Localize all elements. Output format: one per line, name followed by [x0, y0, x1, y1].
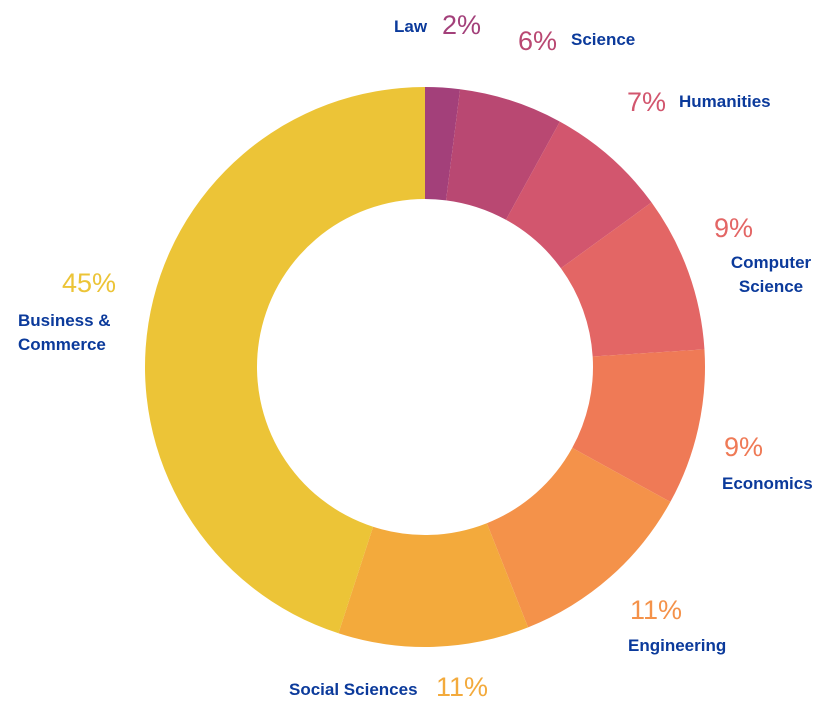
pct-social-sciences: 11%	[436, 672, 489, 702]
label-computer-science: Computer Science	[730, 253, 812, 296]
pct-computer-science: 9%	[714, 213, 754, 243]
pct-business-commerce: 45%	[62, 268, 117, 298]
slice-economics	[572, 349, 705, 502]
slice-computer-science	[560, 202, 705, 357]
label-law: Law	[394, 17, 428, 36]
label-engineering: Engineering	[628, 636, 727, 655]
slice-engineering	[486, 447, 671, 628]
slice-humanities	[505, 121, 652, 269]
pct-humanities: 7%	[627, 87, 667, 117]
pct-science: 6%	[518, 26, 558, 56]
label-business-commerce: Business & Commerce	[18, 311, 111, 354]
label-humanities: Humanities	[679, 92, 771, 111]
pct-economics: 9%	[724, 432, 764, 462]
label-science: Science	[571, 30, 636, 49]
label-social-sciences: Social Sciences	[289, 680, 418, 699]
slice-social-sciences	[338, 523, 529, 647]
pct-engineering: 11%	[630, 595, 683, 625]
pct-law: 2%	[442, 10, 482, 40]
slice-law	[425, 87, 461, 201]
slice-science	[446, 89, 560, 220]
slice-business-commerce	[144, 86, 425, 634]
label-economics: Economics	[722, 474, 813, 493]
